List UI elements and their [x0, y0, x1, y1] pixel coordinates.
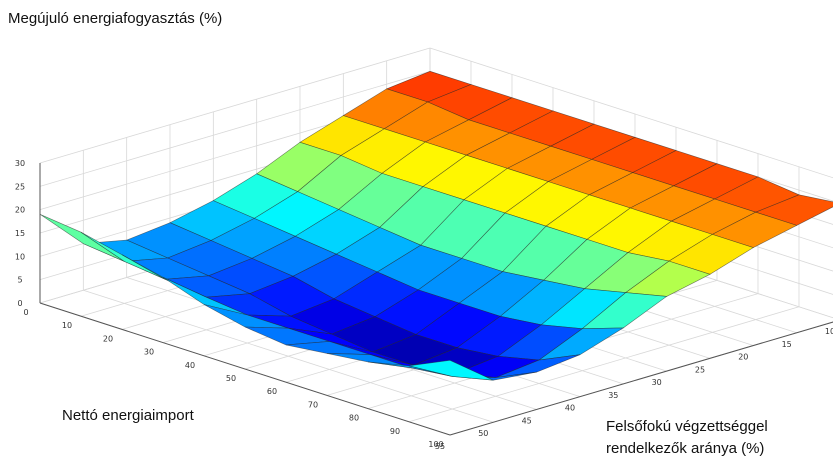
z-tick-label: 15	[15, 229, 25, 238]
y-axis-label-line-1: Felsőfokú végzettséggel	[606, 418, 768, 435]
y-tick-label: 25	[695, 365, 705, 374]
surface-patch	[39, 214, 125, 262]
z-tick-label: 0	[17, 299, 22, 308]
y-tick-label: 45	[522, 416, 532, 425]
z-tick-label: 5	[17, 276, 22, 285]
z-tick-label: 20	[15, 206, 25, 215]
x-tick-label: 30	[144, 348, 154, 357]
y-axis-label-line-2: rendelkezők aránya (%)	[606, 440, 765, 457]
tick-labels: 0102030405060708090100101520253035404550…	[15, 159, 833, 451]
x-tick-label: 70	[308, 400, 318, 409]
surface-patches	[39, 70, 833, 381]
wall-grid-line	[39, 70, 431, 187]
x-tick-label: 80	[349, 414, 359, 423]
chart-title: Megújuló energiafogyasztás (%)	[8, 10, 223, 27]
y-axis-line	[449, 321, 833, 436]
x-tick-label: 50	[226, 374, 236, 383]
y-tick-label: 30	[652, 378, 662, 387]
x-tick-label: 20	[103, 334, 113, 343]
surface-patch	[408, 359, 494, 381]
x-axis-label: Nettó energiaimport	[62, 407, 194, 424]
x-tick-label: 10	[62, 321, 72, 330]
y-axis-label: Felsőfokú végzettséggel rendelkezők arán…	[606, 416, 768, 460]
x-tick-label: 40	[185, 361, 195, 370]
x-tick-label: 60	[267, 387, 277, 396]
floor-grid-line	[408, 306, 800, 423]
y-tick-label: 35	[608, 391, 618, 400]
y-tick-label: 50	[478, 429, 488, 438]
y-tick-label: 20	[738, 353, 748, 362]
y-tick-label: 40	[565, 404, 575, 413]
y-tick-label: 10	[825, 327, 833, 336]
x-axis-line	[39, 302, 451, 436]
x-tick-label: 100	[428, 440, 443, 449]
z-tick-label: 30	[15, 159, 25, 168]
x-tick-label: 90	[390, 427, 400, 436]
x-tick-label: 0	[23, 308, 28, 317]
y-tick-label: 15	[782, 340, 792, 349]
y-tick-label: 55	[435, 442, 445, 451]
floor-grid-line	[83, 289, 494, 423]
z-tick-label: 25	[15, 182, 25, 191]
wall-grid-line	[39, 47, 431, 164]
z-tick-label: 10	[15, 252, 25, 261]
